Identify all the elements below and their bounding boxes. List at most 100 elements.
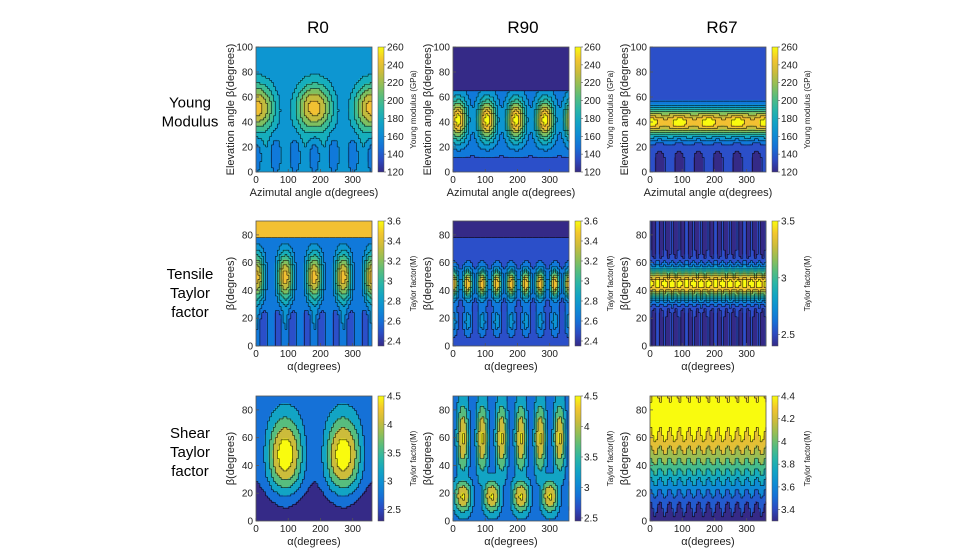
x-tick-label: 200 [312, 349, 329, 360]
y-tick-label: 0 [247, 342, 253, 353]
colorbar-tick-label: 240 [584, 60, 601, 71]
colorbar-label: Young modulus (GPa) [803, 70, 812, 149]
y-tick-label: 40 [636, 118, 648, 129]
contour-lines [453, 90, 570, 158]
y-axis-label: β(degrees) [225, 257, 237, 310]
y-tick-label: 60 [439, 93, 451, 104]
y-tick-label: 0 [444, 168, 450, 179]
colorbar-tick-label: 180 [781, 114, 798, 125]
x-tick-label: 0 [647, 524, 653, 535]
colorbar-tick-label: 3.5 [781, 217, 795, 228]
x-tick-label: 0 [253, 349, 259, 360]
colorbar-tick-label: 120 [584, 168, 601, 179]
y-tick-label: 0 [247, 517, 253, 528]
colorbar [574, 395, 582, 522]
x-tick-label: 200 [312, 175, 329, 186]
x-axis-label: α(degrees) [484, 361, 537, 373]
y-tick-label: 100 [236, 43, 253, 54]
y-tick-label: 60 [636, 258, 648, 269]
panel-tensile-r0: 0 100 200 300 0 20 40 60 80 α(degrees) β(degrees) 2… [225, 217, 418, 374]
y-tick-label: 20 [636, 314, 648, 325]
colorbar-tick-label: 2.5 [584, 513, 598, 524]
y-tick-label: 60 [242, 433, 254, 444]
panel-tensile-r90: 0 100 200 300 0 20 40 60 80 α(degrees) β(degrees) 2… [422, 217, 615, 374]
colorbar-tick-label: 3.4 [584, 237, 598, 248]
y-axis-label: Elevation angle β(degrees) [619, 44, 631, 176]
y-tick-label: 60 [242, 258, 254, 269]
x-axis-label: α(degrees) [287, 536, 340, 548]
colorbar-tick-label: 140 [781, 150, 798, 161]
colorbar-tick-label: 3 [584, 483, 590, 494]
y-tick-label: 20 [242, 314, 254, 325]
row-label-tensile-line: Taylor [170, 285, 210, 302]
x-tick-label: 200 [509, 175, 526, 186]
panel-shear-r90: 0 100 200 300 0 20 40 60 80 α(degrees) β(degrees) 2… [422, 392, 615, 549]
colorbar-tick-label: 3.6 [584, 217, 598, 228]
y-tick-label: 0 [641, 517, 647, 528]
colorbar-label: Young modulus (GPa) [606, 70, 615, 149]
y-tick-label: 40 [242, 286, 254, 297]
contour-lines [453, 237, 570, 338]
x-tick-label: 300 [541, 175, 558, 186]
colorbar [771, 395, 779, 522]
colorbar-tick-label: 3.2 [584, 257, 598, 268]
x-axis-label: α(degrees) [681, 361, 734, 373]
x-axis-label: α(degrees) [484, 536, 537, 548]
y-tick-label: 100 [630, 43, 647, 54]
y-tick-label: 40 [439, 118, 451, 129]
axes-frame [649, 46, 767, 173]
colorbar-tick-label: 240 [781, 60, 798, 71]
y-tick-label: 20 [439, 143, 451, 154]
row-label-tensile-line: factor [171, 304, 209, 321]
y-tick-label: 40 [636, 461, 648, 472]
x-tick-label: 0 [450, 524, 456, 535]
row-label-tensile-line: Tensile [167, 266, 214, 283]
x-tick-label: 100 [477, 349, 494, 360]
colorbar-tick-label: 260 [387, 43, 404, 54]
x-tick-label: 300 [344, 349, 361, 360]
x-tick-label: 300 [738, 524, 755, 535]
y-tick-label: 0 [641, 168, 647, 179]
colorbar-tick-label: 160 [584, 132, 601, 143]
colorbar-label: Taylor factor(M) [409, 255, 418, 311]
colorbar-tick-label: 2.6 [387, 317, 401, 328]
colorbar [377, 46, 385, 173]
y-tick-label: 20 [242, 489, 254, 500]
row-label-shear-line: Taylor [170, 444, 210, 461]
colorbar [377, 395, 385, 522]
x-tick-label: 100 [674, 175, 691, 186]
axes-frame [649, 220, 767, 347]
x-tick-label: 100 [477, 524, 494, 535]
contour-lines [650, 221, 767, 346]
x-axis-label: Azimutal angle α(degrees) [644, 187, 773, 199]
y-tick-label: 0 [444, 342, 450, 353]
y-tick-label: 80 [242, 405, 254, 416]
colorbar-tick-label: 3.5 [387, 448, 401, 459]
y-tick-label: 80 [439, 68, 451, 79]
x-tick-label: 0 [647, 349, 653, 360]
y-tick-label: 20 [636, 489, 648, 500]
y-axis-label: β(degrees) [422, 257, 434, 310]
colorbar-tick-label: 3.6 [387, 217, 401, 228]
colorbar-label: Taylor factor(M) [803, 430, 812, 486]
y-tick-label: 40 [439, 461, 451, 472]
colorbar-tick-label: 2.4 [584, 337, 598, 348]
x-tick-label: 0 [647, 175, 653, 186]
colorbar-tick-label: 2.6 [584, 317, 598, 328]
colorbar-tick-label: 180 [584, 114, 601, 125]
row-label-young-line: Modulus [162, 114, 219, 131]
colorbar-tick-label: 120 [387, 168, 404, 179]
colorbar-tick-label: 4 [781, 437, 787, 448]
x-tick-label: 200 [706, 349, 723, 360]
x-tick-label: 0 [253, 524, 259, 535]
contour-lines [650, 100, 766, 172]
x-tick-label: 200 [706, 175, 723, 186]
contour-lines [256, 237, 373, 346]
colorbar-tick-label: 4.2 [781, 414, 795, 425]
y-tick-label: 100 [433, 43, 450, 54]
x-tick-label: 100 [280, 175, 297, 186]
y-tick-label: 40 [242, 461, 254, 472]
